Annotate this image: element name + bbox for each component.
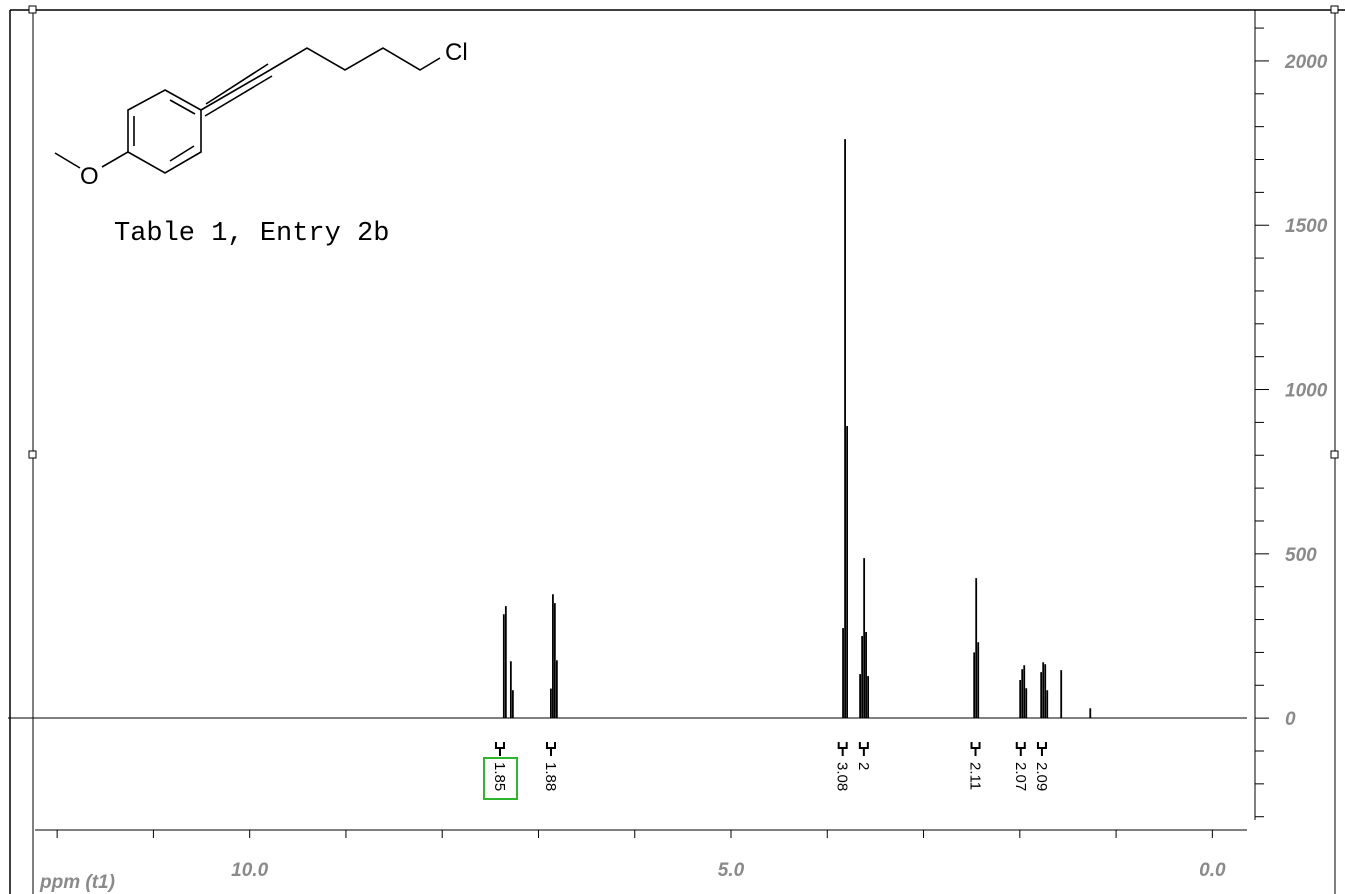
integral-label: 2.09 [1033,762,1050,791]
integral-marker [970,742,981,756]
y-tick-label: 0 [1285,709,1296,730]
integral-marker [494,742,505,756]
integral-marker [858,742,869,756]
atom-label: Cl [445,39,468,66]
integral-label: 1.88 [542,762,559,791]
structure [54,47,441,174]
integral-label: 2.11 [967,762,984,790]
integral-label: 1.85 [491,762,508,791]
y-tick-label: 1000 [1285,381,1328,402]
x-tick-label: 5.0 [718,860,745,881]
annotation: Table 1, Entry 2b [114,219,389,249]
y-tick-label: 2000 [1284,52,1328,73]
integral-label: 3.08 [834,762,851,791]
handle [28,450,37,459]
atom-label: O [80,163,99,190]
x-axis-label: ppm (t1) [39,872,115,893]
integral-highlight [482,757,518,800]
handle [1330,450,1339,459]
handle [1330,5,1339,14]
integral-label: 2 [855,762,872,770]
integral-marker [1015,742,1026,756]
integral-marker [1036,742,1047,756]
y-tick-label: 500 [1285,545,1317,566]
integral-label: 2.07 [1012,762,1029,791]
x-tick-label: 0.0 [1199,860,1226,881]
handle [28,5,37,14]
y-tick-label: 1500 [1285,216,1328,237]
integral-marker [545,742,556,756]
x-tick-label: 10.0 [231,860,268,881]
integral-marker [837,742,848,756]
